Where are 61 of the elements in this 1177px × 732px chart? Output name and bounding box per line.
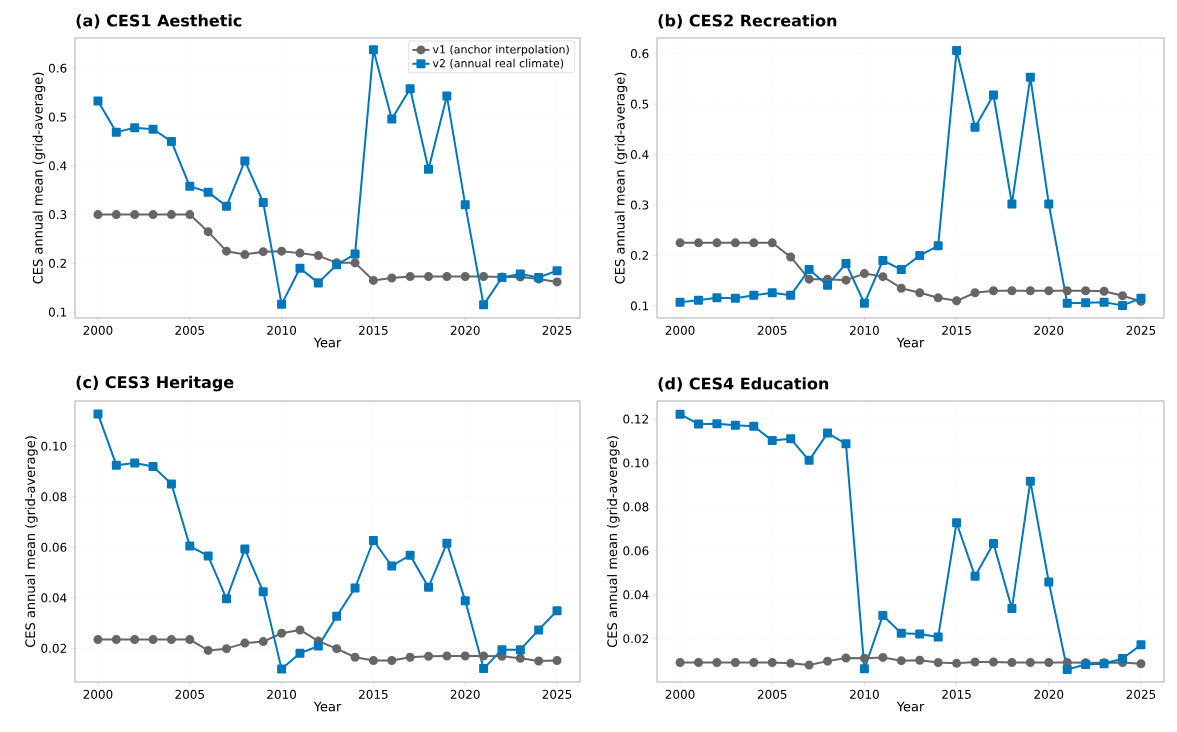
legend-label: v2 (annual real climate) [432,58,564,69]
x-tick-label: 2015 [359,325,388,335]
chart-title: (a) CES1 Aesthetic [76,14,242,29]
x-tick-label: 2000 [665,325,695,335]
y-tick-label: 0.04 [623,590,649,600]
y-tick-label: 0.02 [623,634,648,644]
x-tick-label: 2015 [942,325,971,335]
y-tick-label: 0.3 [630,200,649,210]
x-tick-label: 2005 [757,689,787,699]
y-tick-label: 0.3 [48,210,67,220]
y-tick-label: 0.5 [630,99,649,109]
chart-title: (c) CES3 Heritage [76,375,234,392]
x-tick-label: 2010 [850,689,879,699]
x-tick-label: 2005 [757,325,787,335]
y-tick-label: 0.06 [623,546,649,556]
y-tick-label: 0.08 [623,502,649,512]
x-tick-label: 2000 [83,689,113,699]
x-axis-title: Year [313,701,342,712]
x-tick-label: 2005 [175,689,204,699]
y-tick-label: 0.5 [48,112,67,122]
chart-title: (d) CES4 Education [658,377,829,392]
x-tick-label: 2020 [450,325,480,335]
y-tick-label: 0.4 [48,161,67,171]
y-axis-title: CES annual mean (grid-average) [614,72,628,284]
y-tick-label: 0.2 [48,258,66,268]
legend-label: v1 (anchor interpolation) [432,44,569,56]
x-axis-title: Year [313,337,342,348]
x-tick-label: 2010 [267,325,297,335]
x-tick-label: 2010 [267,689,297,699]
x-tick-label: 2015 [942,689,971,699]
y-tick-label: 0.6 [48,63,67,73]
x-tick-label: 2025 [1126,325,1156,335]
y-tick-label: 0.1 [48,307,67,317]
x-tick-label: 2000 [83,325,113,335]
y-tick-label: 0.08 [41,492,67,502]
chart-title: (b) CES2 Recreation [658,14,837,29]
y-axis-title: CES annual mean (grid-average) [32,72,46,284]
y-axis-title: CES annual mean (grid-average) [25,436,38,648]
x-tick-label: 2025 [1126,689,1156,699]
x-tick-label: 2020 [1034,689,1064,699]
y-tick-label: 0.06 [41,542,67,552]
y-tick-label: 0.10 [41,441,67,451]
y-tick-label: 0.4 [630,150,649,160]
y-tick-label: 0.04 [41,593,67,603]
x-axis-title: Year [896,337,925,348]
y-tick-label: 0.10 [623,458,649,468]
x-tick-label: 2000 [665,689,695,699]
x-tick-label: 2020 [1034,325,1064,335]
y-tick-label: 0.1 [630,301,649,311]
x-tick-label: 2005 [175,325,204,335]
y-tick-label: 0.12 [623,414,648,424]
y-tick-label: 0.2 [630,250,649,260]
x-tick-label: 2015 [359,689,388,699]
y-tick-label: 0.6 [630,49,649,59]
y-tick-label: 0.02 [41,643,66,653]
x-tick-label: 2025 [542,325,572,335]
y-axis-title: CES annual mean (grid-average) [607,436,620,648]
x-axis-title: Year [896,701,925,712]
x-tick-label: 2020 [450,689,480,699]
x-tick-label: 2025 [542,689,572,699]
x-tick-label: 2010 [850,325,879,335]
